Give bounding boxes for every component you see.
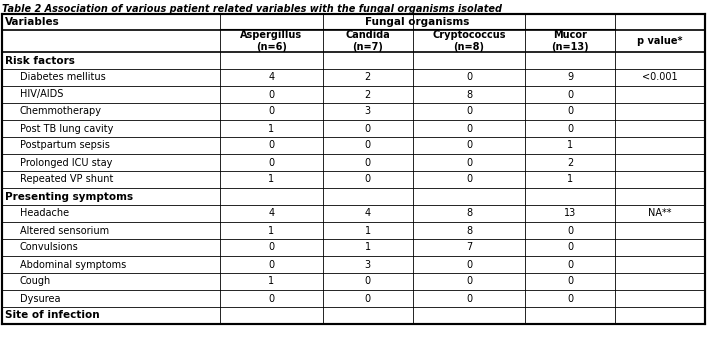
Text: 0: 0 — [466, 140, 472, 150]
Text: Mucor
(n=13): Mucor (n=13) — [551, 30, 589, 52]
Text: Candida
(n=7): Candida (n=7) — [345, 30, 390, 52]
Text: 0: 0 — [269, 140, 274, 150]
Text: 0: 0 — [466, 123, 472, 134]
Text: 0: 0 — [365, 140, 370, 150]
Text: 0: 0 — [466, 276, 472, 287]
Text: 0: 0 — [567, 293, 573, 303]
Text: 0: 0 — [567, 260, 573, 270]
Text: 0: 0 — [466, 260, 472, 270]
Text: 0: 0 — [269, 90, 274, 99]
Text: HIV/AIDS: HIV/AIDS — [20, 90, 64, 99]
Text: Diabetes mellitus: Diabetes mellitus — [20, 72, 106, 82]
Text: 0: 0 — [567, 276, 573, 287]
Text: Altered sensorium: Altered sensorium — [20, 225, 109, 235]
Text: Aspergillus
(n=6): Aspergillus (n=6) — [240, 30, 303, 52]
Text: Convulsions: Convulsions — [20, 243, 78, 252]
Text: 4: 4 — [365, 208, 370, 219]
Text: 8: 8 — [466, 208, 472, 219]
Text: 2: 2 — [567, 158, 573, 167]
Text: 8: 8 — [466, 90, 472, 99]
Text: 1: 1 — [365, 243, 370, 252]
Text: 1: 1 — [269, 123, 274, 134]
Text: 0: 0 — [466, 175, 472, 184]
Text: 0: 0 — [269, 158, 274, 167]
Text: Cough: Cough — [20, 276, 51, 287]
Text: 1: 1 — [269, 175, 274, 184]
Text: Presenting symptoms: Presenting symptoms — [5, 192, 133, 202]
Text: 1: 1 — [269, 225, 274, 235]
Text: Post TB lung cavity: Post TB lung cavity — [20, 123, 113, 134]
Text: Repeated VP shunt: Repeated VP shunt — [20, 175, 113, 184]
Text: 13: 13 — [564, 208, 576, 219]
Text: 0: 0 — [365, 158, 370, 167]
Bar — [2, 14, 705, 324]
Text: 7: 7 — [466, 243, 472, 252]
Text: 4: 4 — [269, 208, 274, 219]
Text: Postpartum sepsis: Postpartum sepsis — [20, 140, 110, 150]
Text: 1: 1 — [365, 225, 370, 235]
Text: 1: 1 — [567, 175, 573, 184]
Text: 0: 0 — [567, 90, 573, 99]
Text: 0: 0 — [567, 225, 573, 235]
Text: 0: 0 — [365, 293, 370, 303]
Text: NA**: NA** — [648, 208, 672, 219]
Text: 0: 0 — [269, 107, 274, 117]
Text: Table 2 Association of various patient related variables with the fungal organis: Table 2 Association of various patient r… — [2, 4, 502, 14]
Text: Abdominal symptoms: Abdominal symptoms — [20, 260, 127, 270]
Text: 3: 3 — [365, 107, 370, 117]
Text: 2: 2 — [365, 72, 370, 82]
Text: Headache: Headache — [20, 208, 69, 219]
Text: 0: 0 — [269, 260, 274, 270]
Text: p value*: p value* — [637, 36, 683, 46]
Text: 0: 0 — [466, 293, 472, 303]
Text: 4: 4 — [269, 72, 274, 82]
Text: Chemmotherapy: Chemmotherapy — [20, 107, 102, 117]
Text: 1: 1 — [567, 140, 573, 150]
Text: Prolonged ICU stay: Prolonged ICU stay — [20, 158, 112, 167]
Text: Dysurea: Dysurea — [20, 293, 61, 303]
Text: Fungal organisms: Fungal organisms — [366, 17, 470, 27]
Text: 0: 0 — [567, 123, 573, 134]
Text: Risk factors: Risk factors — [5, 55, 75, 66]
Text: <0.001: <0.001 — [642, 72, 678, 82]
Text: Cryptococcus
(n=8): Cryptococcus (n=8) — [432, 30, 506, 52]
Text: 0: 0 — [567, 243, 573, 252]
Text: 0: 0 — [567, 107, 573, 117]
Text: Site of infection: Site of infection — [5, 310, 100, 320]
Text: 0: 0 — [365, 276, 370, 287]
Text: 0: 0 — [269, 243, 274, 252]
Text: 3: 3 — [365, 260, 370, 270]
Text: 0: 0 — [466, 158, 472, 167]
Text: 1: 1 — [269, 276, 274, 287]
Text: Variables: Variables — [5, 17, 60, 27]
Text: 0: 0 — [365, 175, 370, 184]
Text: 2: 2 — [365, 90, 370, 99]
Text: 9: 9 — [567, 72, 573, 82]
Text: 0: 0 — [466, 107, 472, 117]
Text: 8: 8 — [466, 225, 472, 235]
Text: 0: 0 — [466, 72, 472, 82]
Text: 0: 0 — [269, 293, 274, 303]
Text: 0: 0 — [365, 123, 370, 134]
